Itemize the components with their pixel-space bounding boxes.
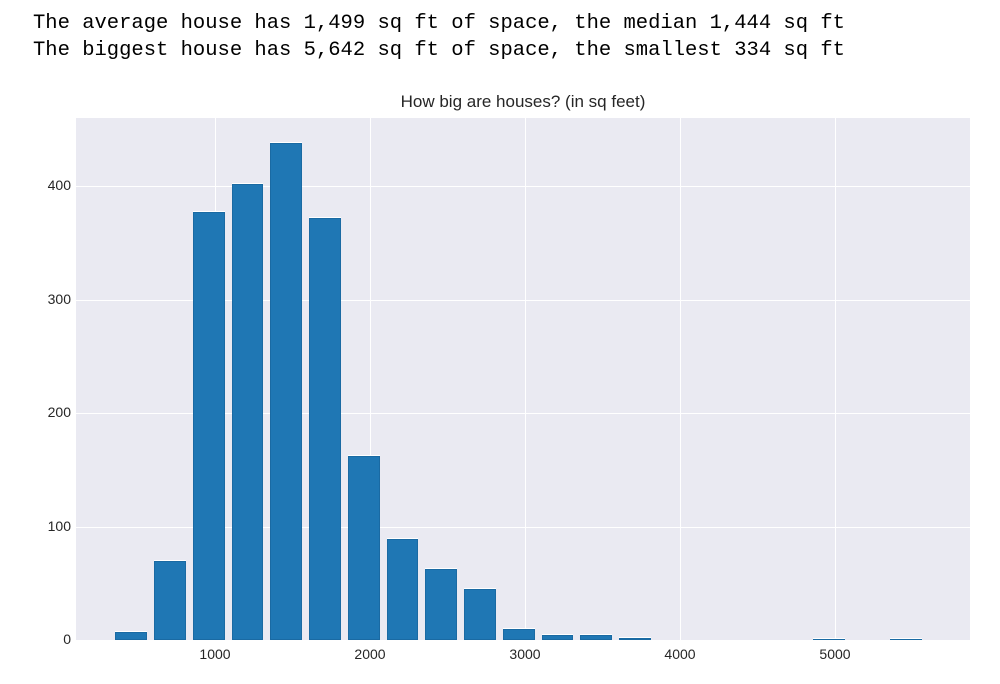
gridline-horizontal bbox=[76, 299, 970, 301]
histogram-bar bbox=[812, 637, 845, 640]
summary-text: The average house has 1,499 sq ft of spa… bbox=[33, 10, 845, 64]
histogram-bar bbox=[386, 538, 419, 640]
histogram-bar bbox=[464, 587, 496, 640]
x-tick-label: 2000 bbox=[354, 646, 386, 662]
gridline-horizontal bbox=[76, 526, 970, 528]
histogram-bar bbox=[502, 627, 535, 640]
gridline-vertical bbox=[370, 118, 371, 640]
histogram-bar bbox=[231, 182, 264, 640]
gridline-vertical bbox=[680, 118, 681, 640]
y-tick-label: 200 bbox=[47, 404, 71, 420]
histogram-bar bbox=[154, 559, 186, 640]
histogram-bar bbox=[619, 636, 651, 640]
y-tick-label: 0 bbox=[63, 631, 71, 647]
plot-area bbox=[76, 118, 970, 640]
y-tick-label: 300 bbox=[47, 290, 71, 307]
histogram-bar bbox=[115, 631, 148, 640]
histogram-bar bbox=[309, 216, 341, 640]
gridline-vertical bbox=[835, 118, 836, 640]
chart-title: How big are houses? (in sq feet) bbox=[400, 92, 646, 111]
x-tick-label: 3000 bbox=[509, 646, 541, 662]
x-tick-label: 1000 bbox=[199, 646, 231, 662]
histogram-bar bbox=[192, 211, 225, 640]
histogram-bar bbox=[270, 141, 303, 640]
histogram-bar bbox=[890, 637, 923, 640]
gridline-horizontal bbox=[76, 413, 970, 414]
x-tick-label: 4000 bbox=[664, 646, 696, 662]
y-tick-label: 400 bbox=[47, 177, 71, 193]
histogram-bar bbox=[580, 634, 613, 640]
summary-line-average: The average house has 1,499 sq ft of spa… bbox=[33, 12, 845, 35]
histogram-bar bbox=[347, 455, 380, 640]
y-tick-label: 100 bbox=[47, 517, 71, 534]
histogram-bar bbox=[541, 634, 574, 640]
summary-line-extremes: The biggest house has 5,642 sq ft of spa… bbox=[33, 39, 845, 62]
gridline-horizontal bbox=[76, 186, 970, 187]
histogram-bar bbox=[425, 567, 458, 640]
gridline-vertical bbox=[525, 118, 526, 640]
x-tick-label: 5000 bbox=[819, 646, 851, 662]
